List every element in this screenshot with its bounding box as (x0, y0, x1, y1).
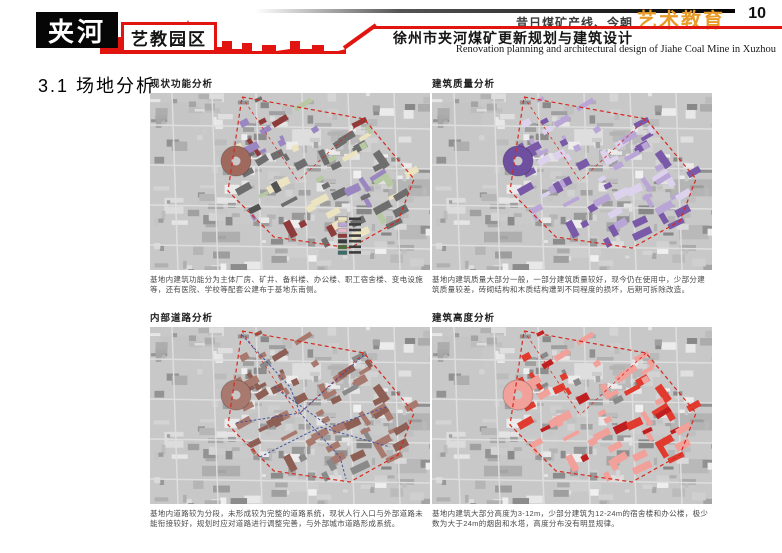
logo-jiahe: 夹河 (36, 12, 118, 48)
map-height-analysis (432, 327, 712, 504)
panel-title: 现状功能分析 (150, 79, 214, 90)
header-red-rule (371, 26, 782, 29)
panel-quality-analysis: 建筑质量分析 基地内建筑质量大部分一般，一部分建筑质量较好，现今仍在使用中，少部… (432, 76, 712, 295)
panel-height-analysis: 建筑高度分析 基地内建筑大部分高度为3-12m，少部分建筑为12-24m的宿舍楼… (432, 310, 712, 529)
map-function-analysis (150, 93, 430, 270)
panel-caption: 基地内建筑功能分为主体厂房、矿井、备料楼、办公楼、职工宿舍楼、变电设施等，还有医… (150, 275, 423, 295)
badge-art-education-park: 艺教园区 (121, 22, 217, 53)
panel-caption: 基地内建筑质量大部分一般，一部分建筑质量较好，现今仍在使用中，少部分建筑质量较差… (432, 275, 705, 295)
panel-function-analysis: 现状功能分析 基地内建筑功能分为主体厂房、矿井、备料楼、办公楼、职工宿舍楼、变电… (150, 76, 430, 295)
panel-title: 建筑质量分析 (432, 79, 496, 90)
header-gradient-bar (255, 9, 735, 13)
map-roads-analysis (150, 327, 430, 504)
map-quality-analysis (432, 93, 712, 270)
project-title-cn: 徐州市夹河煤矿更新规划与建筑设计 (393, 32, 633, 47)
panel-caption: 基地内建筑大部分高度为3-12m，少部分建筑为12-24m的宿舍楼和办公楼，极少… (432, 509, 709, 529)
panel-title: 内部道路分析 (150, 313, 214, 324)
page-number: 10 (748, 5, 766, 22)
panel-caption: 基地内道路较为分段，未形成较为完整的道路系统，现状人行入口与外部道路未能衔接较好… (150, 509, 423, 529)
panel-title: 建筑高度分析 (432, 313, 496, 324)
panel-roads-analysis: 内部道路分析 基地内道路较为分段，未形成较为完整的道路系统，现状人行入口与外部道… (150, 310, 430, 529)
section-title: 3.1 场地分析 (38, 76, 157, 96)
project-title-en: Renovation planning and architectural de… (455, 44, 776, 55)
